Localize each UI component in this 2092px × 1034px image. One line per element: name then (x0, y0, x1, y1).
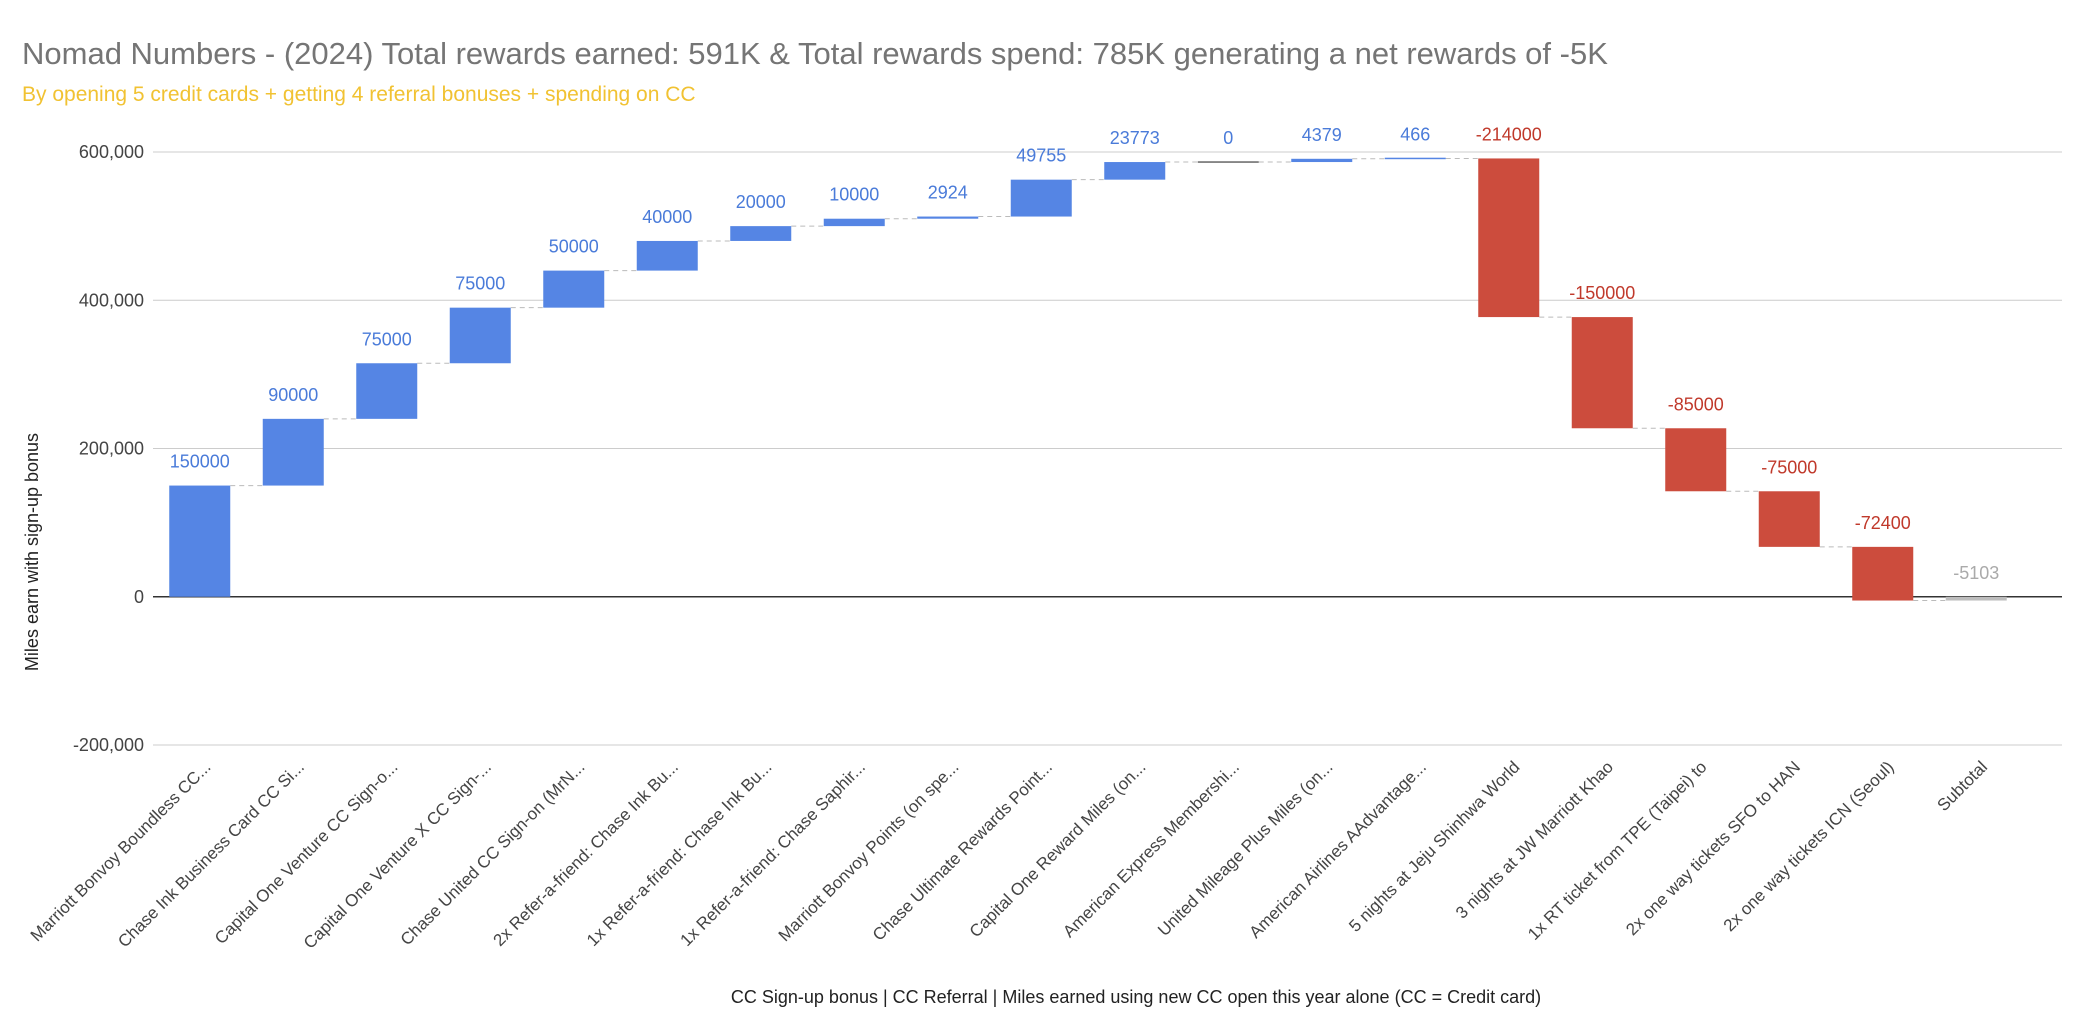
bar (730, 226, 792, 241)
category-label: 2x Refer-a-friend: Chase Ink Bu... (490, 757, 682, 949)
category-label: Chase United CC Sign-on (MrN... (397, 757, 589, 949)
connector-lines (230, 157, 1946, 602)
data-label: -150000 (1569, 283, 1635, 303)
data-label: 10000 (829, 185, 879, 205)
y-tick-label: 200,000 (79, 439, 144, 459)
bars (169, 157, 2007, 601)
category-label: American Express Membershi... (1059, 757, 1243, 941)
category-label: United Mileage Plus Miles (on... (1154, 757, 1336, 939)
category-label: 2x one way tickets SFO to HAN (1622, 757, 1804, 939)
bar (1571, 317, 1633, 429)
category-label: Chase Ink Business Card CC Si... (114, 757, 308, 951)
category-label: American Airlines AAdvantage... (1246, 757, 1430, 941)
bar (636, 240, 698, 271)
data-label: 23773 (1110, 128, 1160, 148)
y-tick-label: 400,000 (79, 290, 144, 310)
category-label: Capital One Venture X CC Sign-... (300, 757, 495, 952)
y-axis-title: Miles earn with sign-up bonus (22, 433, 42, 671)
x-axis-title: CC Sign-up bonus | CC Referral | Miles e… (731, 987, 1541, 1007)
chart-title: Nomad Numbers - (2024) Total rewards ear… (22, 36, 1608, 71)
category-label: 3 nights at JW Marriott Khao (1452, 757, 1617, 922)
data-label: 90000 (268, 385, 318, 405)
bar (356, 363, 418, 419)
bar (917, 216, 979, 219)
y-tick-label: 600,000 (79, 142, 144, 162)
data-labels: 150000 90000 75000 75000 50000 40000 20000 1000… (170, 124, 2000, 582)
category-label: 2x one way tickets ICN (Seoul) (1720, 757, 1898, 935)
data-label: -72400 (1855, 513, 1911, 533)
grid-lines (153, 151, 2062, 746)
data-label: 0 (1223, 128, 1233, 148)
bar (1945, 596, 2007, 601)
bar (1384, 157, 1446, 160)
data-label: -5103 (1953, 563, 1999, 583)
data-label: 150000 (170, 452, 230, 472)
data-label: 50000 (549, 237, 599, 257)
category-label: Marriott Bonvoy Boundless CC... (27, 757, 215, 945)
bar (1104, 162, 1166, 180)
bar (543, 270, 605, 308)
bar (1478, 158, 1540, 318)
bar (823, 218, 885, 227)
data-label: 4379 (1302, 125, 1342, 145)
data-label: 466 (1400, 124, 1430, 144)
data-label: 40000 (642, 207, 692, 227)
bar (1291, 158, 1353, 163)
category-label: 5 nights at Jeju Shinhwa World (1345, 757, 1523, 935)
category-label: Capital One Reward Miles (on... (966, 757, 1150, 941)
y-tick-label: 0 (134, 587, 144, 607)
bar (262, 418, 324, 486)
bar (1665, 428, 1727, 492)
data-label: 2924 (928, 183, 968, 203)
bar (1758, 491, 1820, 547)
category-label: Marriott Bonvoy Points (on spe... (775, 757, 963, 945)
category-label: 1x Refer-a-friend: Chase Ink Bu... (583, 757, 775, 949)
data-label: 75000 (455, 274, 505, 294)
data-label: -214000 (1476, 124, 1542, 144)
bar (1010, 179, 1072, 217)
category-label: 1x RT ticket from TPE (Taipei) to (1524, 757, 1710, 943)
data-label: 49755 (1016, 146, 1066, 166)
category-label: Subtotal (1934, 757, 1992, 815)
x-axis-categories: Marriott Bonvoy Boundless CC...Chase Ink… (27, 757, 1991, 952)
chart-subtitle: By opening 5 credit cards + getting 4 re… (22, 83, 696, 106)
y-tick-label: -200,000 (73, 735, 144, 755)
data-label: 20000 (736, 192, 786, 212)
data-label: 75000 (362, 329, 412, 349)
data-label: -75000 (1761, 457, 1817, 477)
category-label: Chase Ultimate Rewards Point... (869, 757, 1056, 944)
data-label: -85000 (1668, 394, 1724, 414)
bar (1197, 161, 1259, 163)
bar (449, 307, 511, 364)
bar (1852, 546, 1914, 601)
category-label: 1x Refer-a-friend: Chase Saphir... (677, 757, 869, 949)
bar (169, 485, 231, 597)
category-label: Capital One Venture CC Sign-o... (211, 757, 402, 948)
y-axis-ticks: 600,000 400,000 200,000 0 -200,000 (73, 142, 144, 755)
